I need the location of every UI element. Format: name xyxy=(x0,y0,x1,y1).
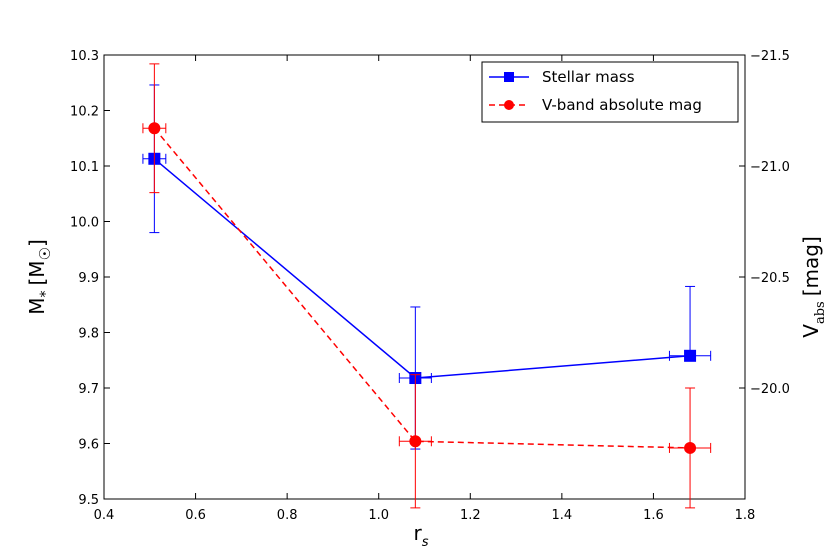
y-left-tick-label: 9.8 xyxy=(78,327,99,342)
x-tick-label: 1.4 xyxy=(552,508,573,523)
y-left-tick-label: 9.6 xyxy=(78,438,99,453)
y-left-axis-title: M*[M☉] xyxy=(25,239,54,315)
series-v-band xyxy=(142,63,712,509)
data-point-v-band xyxy=(148,122,161,135)
y-left-axis-ticks: 9.5 9.6 9.7 9.8 9.9 10.0 10.1 10.2 10.3 xyxy=(70,49,110,508)
legend-label-v-band: V-band absolute mag xyxy=(542,96,702,114)
legend-marker-square xyxy=(504,72,514,82)
y-left-tick-label: 10.0 xyxy=(70,216,99,231)
legend-box xyxy=(481,61,739,123)
series-stellar-mass xyxy=(142,84,712,450)
x-tick-label: 1.8 xyxy=(735,508,756,523)
x-tick-label: 0.8 xyxy=(277,508,298,523)
y-left-tick-label: 9.7 xyxy=(78,382,99,397)
data-point-v-band xyxy=(684,441,697,454)
y-left-tick-label: 10.1 xyxy=(70,160,99,175)
data-point-stellar-mass xyxy=(684,349,697,362)
y-right-tick-label: −20.5 xyxy=(750,271,790,286)
y-right-tick-label: −21.5 xyxy=(750,49,790,64)
x-tick-label: 1.6 xyxy=(643,508,664,523)
plot-area: 0.4 0.6 0.8 1.0 1.2 1.4 1.6 1.8 9.5 9.6 9.7 9.8 9.9… xyxy=(70,49,790,523)
y-left-tick-label: 9.9 xyxy=(78,271,99,286)
x-tick-label: 0.4 xyxy=(94,508,115,523)
x-tick-label: 1.0 xyxy=(368,508,389,523)
legend-label-stellar-mass: Stellar mass xyxy=(542,68,635,86)
x-tick-label: 0.6 xyxy=(185,508,206,523)
series-line-stellar-mass xyxy=(153,158,691,379)
y-right-tick-label: −21.0 xyxy=(750,160,790,175)
legend-item-stellar-mass: Stellar mass xyxy=(489,68,635,86)
y-right-tick-label: −20.0 xyxy=(750,382,790,397)
series-layer xyxy=(142,63,712,509)
y-right-axis-title: Vabs[mag] xyxy=(799,236,828,337)
data-point-v-band xyxy=(409,435,422,448)
legend: Stellar mass V-band absolute mag xyxy=(481,61,739,123)
y-left-tick-label: 10.3 xyxy=(70,49,99,64)
x-axis-ticks: 0.4 0.6 0.8 1.0 1.2 1.4 1.6 1.8 xyxy=(94,55,756,523)
x-tick-label: 1.2 xyxy=(460,508,481,523)
series-line-v-band xyxy=(153,127,691,449)
y-left-tick-label: 9.5 xyxy=(78,493,99,508)
x-axis-title: rs xyxy=(413,521,428,550)
legend-marker-circle xyxy=(504,100,514,110)
legend-item-v-band: V-band absolute mag xyxy=(489,96,702,114)
y-right-axis-ticks: −20.0 −20.5 −21.0 −21.5 xyxy=(739,49,790,397)
y-left-tick-label: 10.2 xyxy=(70,105,99,120)
